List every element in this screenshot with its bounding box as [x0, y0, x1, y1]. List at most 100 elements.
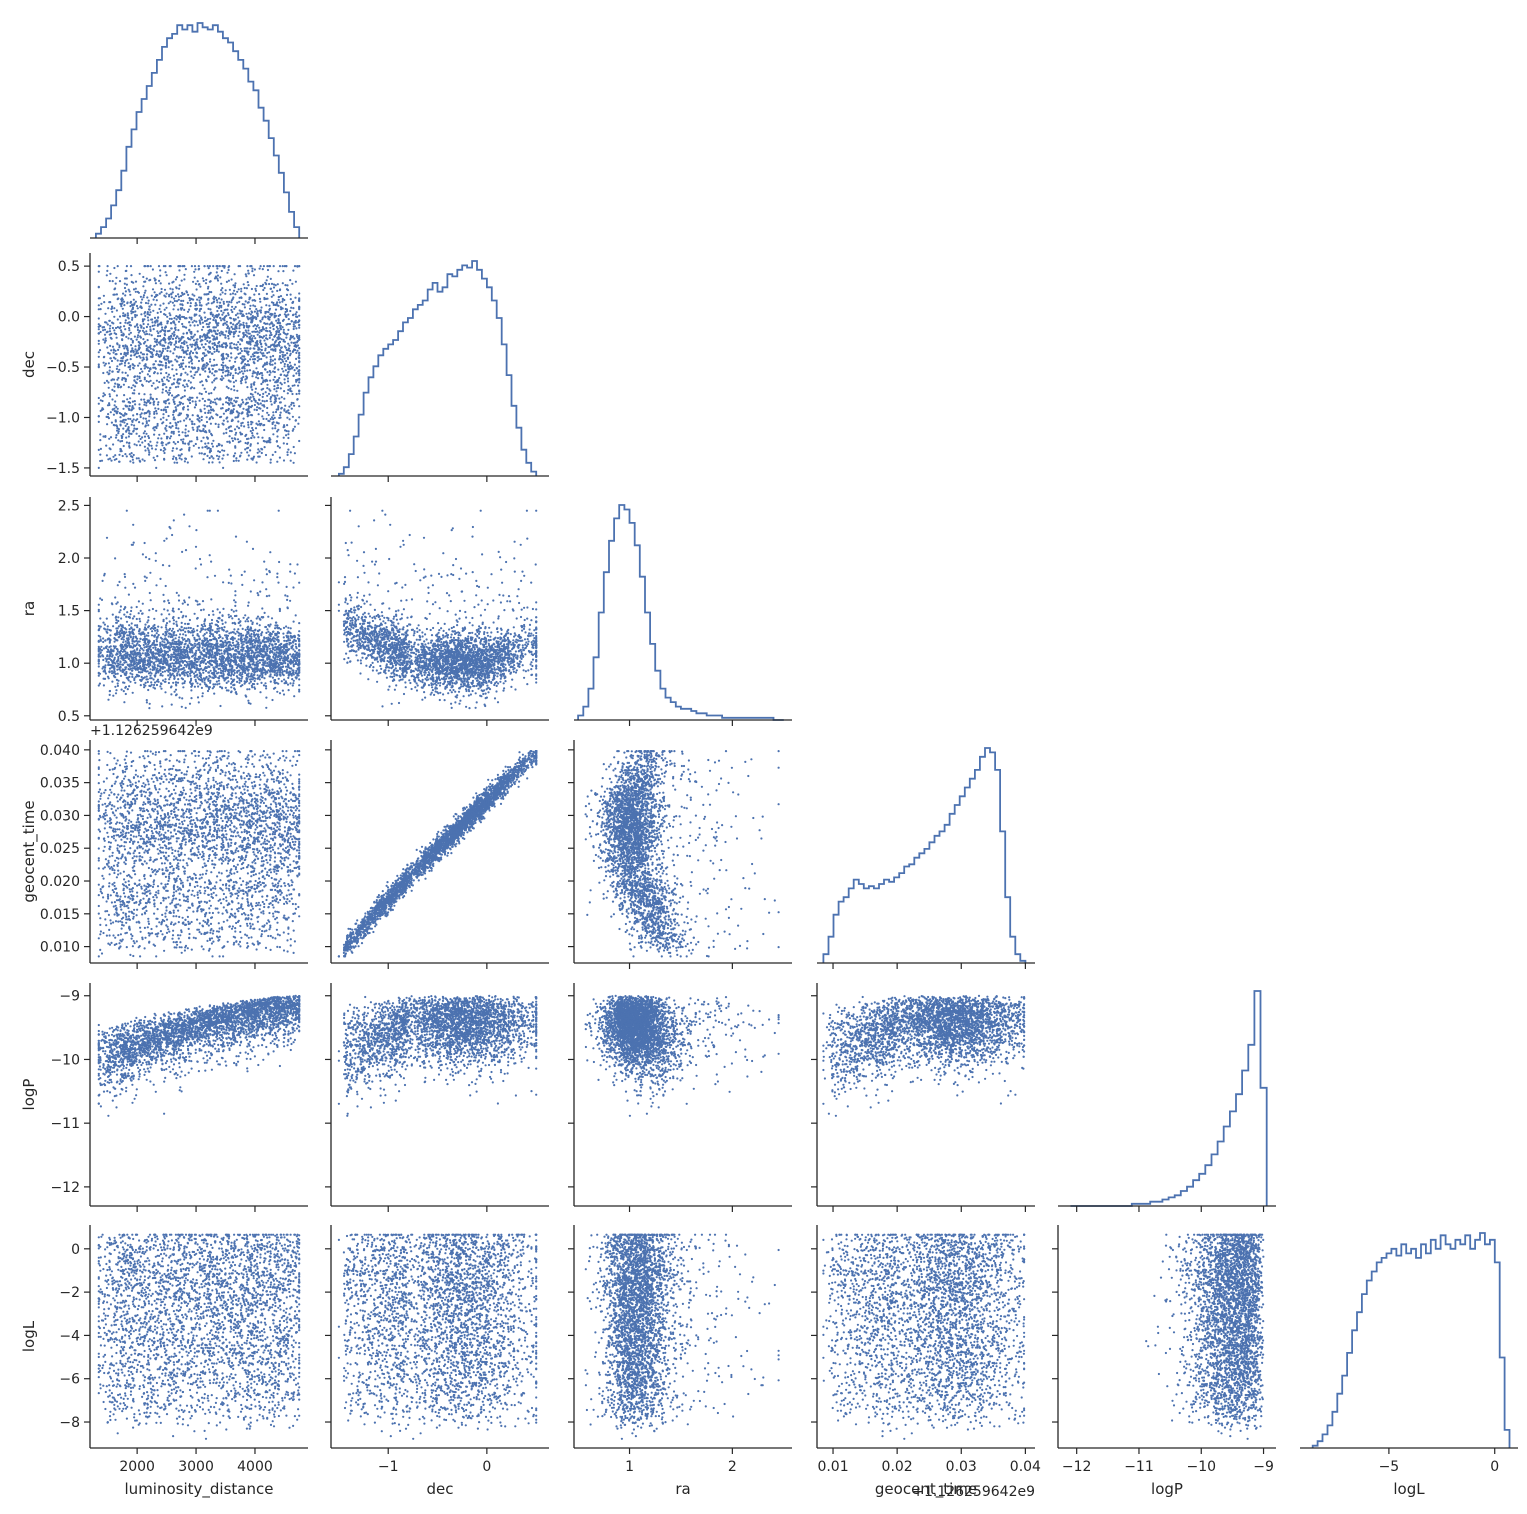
point: [175, 424, 177, 426]
point: [261, 372, 263, 374]
point: [199, 310, 201, 312]
point: [285, 308, 287, 310]
point: [253, 436, 255, 438]
point: [198, 299, 200, 301]
point: [226, 386, 228, 388]
point: [98, 449, 100, 451]
point: [166, 419, 168, 421]
point: [266, 338, 268, 340]
point: [133, 299, 135, 301]
point: [245, 322, 247, 324]
point: [279, 351, 281, 353]
point: [270, 344, 272, 346]
point: [280, 325, 282, 327]
point: [163, 345, 165, 347]
point: [234, 282, 236, 284]
point: [234, 434, 236, 436]
point: [102, 329, 104, 331]
point: [195, 443, 197, 445]
point: [154, 291, 156, 293]
point: [159, 275, 161, 277]
point: [98, 351, 100, 353]
point: [196, 356, 198, 358]
point: [150, 396, 152, 398]
point: [144, 333, 146, 335]
point: [225, 346, 227, 348]
point: [233, 319, 235, 321]
point: [255, 290, 257, 292]
point: [269, 363, 271, 365]
point: [178, 269, 180, 271]
point: [124, 453, 126, 455]
point: [164, 341, 166, 343]
point: [226, 357, 228, 359]
point: [295, 281, 297, 283]
point: [216, 377, 218, 379]
point: [171, 383, 173, 385]
point: [158, 381, 160, 383]
point: [99, 433, 101, 435]
point: [237, 316, 239, 318]
point: [111, 311, 113, 313]
point: [276, 409, 278, 411]
point: [168, 302, 170, 304]
point: [136, 375, 138, 377]
point: [229, 435, 231, 437]
point: [259, 320, 261, 322]
point: [119, 280, 121, 282]
point: [122, 312, 124, 314]
point: [173, 441, 175, 443]
point: [199, 374, 201, 376]
point: [192, 335, 194, 337]
point: [153, 299, 155, 301]
point: [279, 301, 281, 303]
point: [284, 363, 286, 365]
point: [292, 270, 294, 272]
point: [201, 419, 203, 421]
point: [287, 437, 289, 439]
point: [289, 338, 291, 340]
point: [291, 408, 293, 410]
point: [249, 369, 251, 371]
point: [157, 437, 159, 439]
point: [279, 355, 281, 357]
point: [153, 404, 155, 406]
point: [284, 382, 286, 384]
point: [253, 456, 255, 458]
point: [119, 303, 121, 305]
point: [267, 440, 269, 442]
point: [274, 451, 276, 453]
point: [228, 280, 230, 282]
point: [291, 320, 293, 322]
point: [240, 339, 242, 341]
point: [199, 337, 201, 339]
point: [258, 413, 260, 415]
point: [121, 360, 123, 362]
point: [265, 304, 267, 306]
point: [132, 282, 134, 284]
point: [217, 342, 219, 344]
point: [278, 296, 280, 298]
point: [178, 337, 180, 339]
point: [189, 305, 191, 307]
point: [146, 278, 148, 280]
point: [128, 442, 130, 444]
point: [129, 294, 131, 296]
point: [243, 356, 245, 358]
point: [178, 357, 180, 359]
point: [109, 393, 111, 395]
point: [231, 326, 233, 328]
point: [176, 373, 178, 375]
point: [278, 299, 280, 301]
point: [143, 323, 145, 325]
point: [234, 293, 236, 295]
point: [255, 427, 257, 429]
point: [250, 313, 252, 315]
point: [231, 342, 233, 344]
point: [109, 280, 111, 282]
point: [298, 393, 300, 395]
point: [269, 337, 271, 339]
point: [155, 410, 157, 412]
point: [269, 323, 271, 325]
point: [265, 327, 267, 329]
